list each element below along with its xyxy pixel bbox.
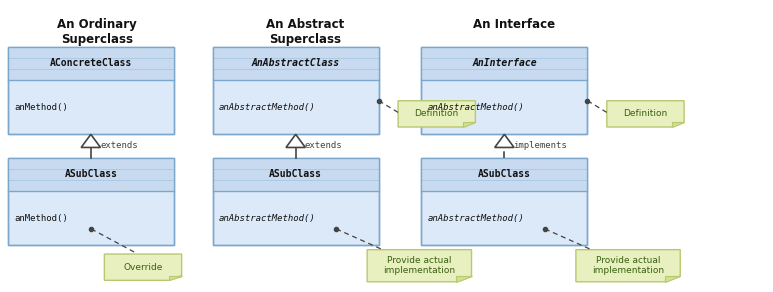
Polygon shape xyxy=(81,134,100,147)
Text: An Ordinary
Superclass: An Ordinary Superclass xyxy=(56,18,137,46)
Text: Override: Override xyxy=(124,263,162,272)
Bar xyxy=(421,47,587,80)
Polygon shape xyxy=(286,134,305,147)
Text: extends: extends xyxy=(100,142,138,150)
Polygon shape xyxy=(398,101,475,127)
Polygon shape xyxy=(576,250,680,282)
Text: Definition: Definition xyxy=(414,110,459,118)
Text: extends: extends xyxy=(305,142,342,150)
Polygon shape xyxy=(607,101,684,127)
Bar xyxy=(8,158,174,245)
Text: AConcreteClass: AConcreteClass xyxy=(49,58,132,68)
Polygon shape xyxy=(367,250,472,282)
Polygon shape xyxy=(104,254,182,280)
Text: An Abstract
Superclass: An Abstract Superclass xyxy=(266,18,345,46)
Text: Definition: Definition xyxy=(623,110,668,118)
Text: ASubClass: ASubClass xyxy=(478,169,531,179)
Polygon shape xyxy=(456,276,472,282)
Bar xyxy=(213,47,379,134)
Text: ASubClass: ASubClass xyxy=(64,169,117,179)
Bar xyxy=(213,47,379,134)
Bar xyxy=(421,47,587,134)
Text: ASubClass: ASubClass xyxy=(269,169,322,179)
Polygon shape xyxy=(672,122,684,127)
Bar xyxy=(8,47,174,134)
Bar xyxy=(213,158,379,245)
Text: anAbstractMethod(): anAbstractMethod() xyxy=(219,103,315,112)
Bar xyxy=(8,158,174,191)
Bar xyxy=(421,158,587,191)
Text: Provide actual
implementation: Provide actual implementation xyxy=(383,256,455,275)
Bar xyxy=(8,158,174,245)
Text: anAbstractMethod(): anAbstractMethod() xyxy=(219,214,315,223)
Bar xyxy=(213,158,379,245)
Polygon shape xyxy=(665,276,680,282)
Polygon shape xyxy=(463,122,475,127)
Text: implements: implements xyxy=(514,142,567,150)
Text: AnInterface: AnInterface xyxy=(472,58,536,68)
Polygon shape xyxy=(169,276,182,280)
Bar xyxy=(421,158,587,245)
Bar xyxy=(421,47,587,134)
Polygon shape xyxy=(495,134,514,147)
Bar xyxy=(213,158,379,191)
Bar xyxy=(8,47,174,80)
Bar xyxy=(8,47,174,134)
Text: AnAbstractClass: AnAbstractClass xyxy=(251,58,340,68)
Text: anMethod(): anMethod() xyxy=(14,214,68,223)
Bar xyxy=(421,158,587,245)
Text: anMethod(): anMethod() xyxy=(14,103,68,112)
Text: Provide actual
implementation: Provide actual implementation xyxy=(592,256,664,275)
Text: anAbstractMethod(): anAbstractMethod() xyxy=(427,103,524,112)
Bar xyxy=(213,47,379,80)
Text: An Interface: An Interface xyxy=(473,18,555,31)
Text: anAbstractMethod(): anAbstractMethod() xyxy=(427,214,524,223)
